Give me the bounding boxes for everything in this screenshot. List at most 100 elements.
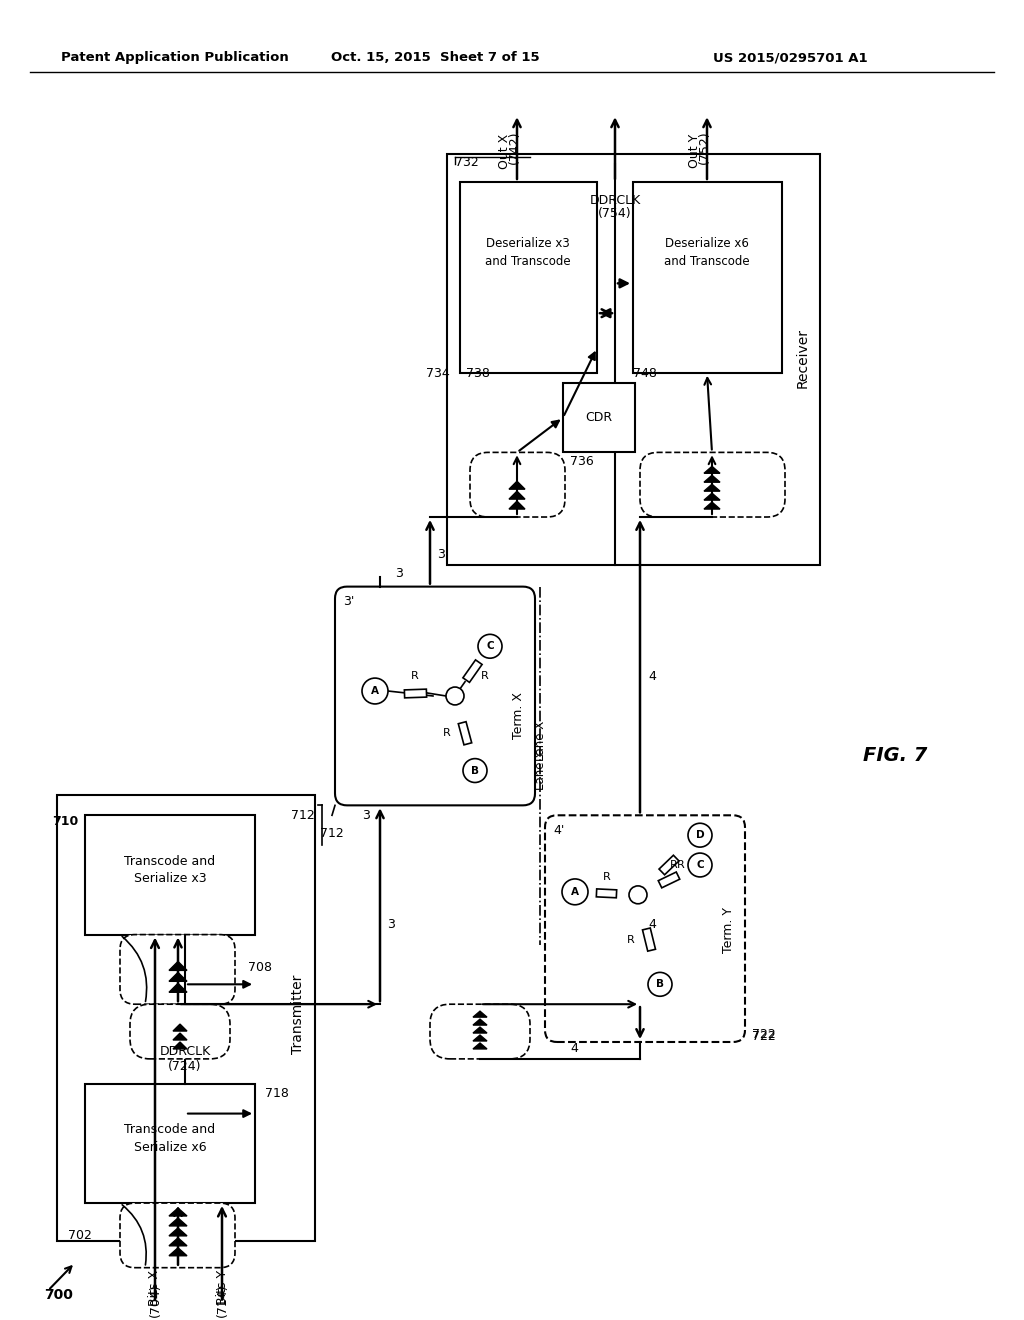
Text: B: B: [656, 979, 664, 989]
Text: Serialize x6: Serialize x6: [134, 1140, 206, 1154]
FancyBboxPatch shape: [130, 1005, 230, 1059]
Polygon shape: [705, 494, 720, 500]
Text: 712: 712: [291, 809, 315, 822]
Bar: [563, 383, 635, 453]
FancyBboxPatch shape: [335, 586, 535, 805]
Polygon shape: [473, 1035, 487, 1041]
Circle shape: [446, 686, 464, 705]
Bar: [85, 816, 255, 935]
Text: Deserialize x6: Deserialize x6: [665, 238, 749, 249]
Text: (754): (754): [598, 207, 632, 220]
Bar: [447, 154, 820, 565]
Polygon shape: [169, 1247, 187, 1255]
Text: Lane Y: Lane Y: [534, 751, 547, 791]
Bar: [85, 1084, 255, 1203]
Text: A: A: [371, 686, 379, 696]
Polygon shape: [473, 1019, 487, 1026]
Bar: [633, 182, 782, 372]
Text: C: C: [486, 642, 494, 651]
Polygon shape: [169, 1228, 187, 1236]
Polygon shape: [659, 855, 679, 875]
Bar: [57, 796, 315, 1241]
Polygon shape: [169, 973, 187, 981]
Text: 722: 722: [752, 1030, 776, 1043]
Text: Receiver: Receiver: [796, 327, 810, 388]
Text: 4': 4': [553, 824, 564, 837]
Text: CDR: CDR: [586, 411, 612, 424]
Text: Transcode and: Transcode and: [125, 1123, 216, 1137]
Text: Term. Y: Term. Y: [722, 907, 735, 953]
Polygon shape: [169, 1238, 187, 1246]
FancyBboxPatch shape: [120, 935, 234, 1005]
Polygon shape: [509, 502, 525, 510]
Text: Deserialize x3: Deserialize x3: [486, 238, 570, 249]
Circle shape: [463, 759, 487, 783]
Text: R: R: [480, 671, 488, 681]
FancyBboxPatch shape: [430, 1005, 530, 1059]
Text: and Transcode: and Transcode: [485, 255, 570, 268]
Circle shape: [688, 853, 712, 876]
Text: 738: 738: [466, 367, 489, 380]
Text: Transmitter: Transmitter: [291, 974, 305, 1053]
Bar: [460, 182, 597, 372]
Polygon shape: [509, 491, 525, 499]
Polygon shape: [169, 1218, 187, 1226]
Text: C: C: [696, 861, 703, 870]
Text: (714): (714): [215, 1284, 228, 1317]
Text: Out Y: Out Y: [687, 135, 700, 168]
Circle shape: [362, 678, 388, 704]
Text: 4: 4: [648, 919, 656, 931]
Text: Term. X: Term. X: [512, 693, 525, 739]
Text: 4: 4: [570, 1043, 578, 1056]
Text: Oct. 15, 2015  Sheet 7 of 15: Oct. 15, 2015 Sheet 7 of 15: [331, 51, 540, 65]
Circle shape: [688, 824, 712, 847]
Text: 722: 722: [752, 1027, 776, 1040]
Polygon shape: [705, 466, 720, 474]
Text: Bits X: Bits X: [148, 1270, 162, 1305]
Text: R: R: [443, 729, 451, 738]
Text: 712: 712: [319, 826, 344, 840]
Text: (724): (724): [168, 1060, 202, 1073]
Text: R: R: [627, 935, 635, 945]
Text: and Transcode: and Transcode: [665, 255, 750, 268]
Text: (752): (752): [697, 131, 711, 164]
Circle shape: [478, 635, 502, 659]
Text: 708: 708: [248, 961, 272, 974]
Text: D: D: [695, 830, 705, 841]
Polygon shape: [173, 1041, 187, 1049]
Text: DDRCLK: DDRCLK: [590, 194, 641, 207]
FancyBboxPatch shape: [470, 453, 565, 517]
Text: R: R: [677, 861, 685, 870]
Text: 3: 3: [362, 809, 370, 822]
Polygon shape: [169, 1208, 187, 1216]
Text: R: R: [411, 671, 419, 681]
Polygon shape: [473, 1011, 487, 1018]
Text: 3: 3: [387, 919, 395, 931]
Polygon shape: [169, 983, 187, 993]
Polygon shape: [705, 502, 720, 510]
Polygon shape: [169, 961, 187, 970]
Polygon shape: [596, 888, 616, 898]
Text: FIG. 7: FIG. 7: [863, 746, 927, 766]
Text: Patent Application Publication: Patent Application Publication: [61, 51, 289, 65]
Text: 736: 736: [570, 455, 594, 467]
Circle shape: [648, 973, 672, 997]
FancyBboxPatch shape: [120, 1203, 234, 1267]
Polygon shape: [705, 484, 720, 491]
Polygon shape: [473, 1043, 487, 1049]
Polygon shape: [404, 689, 427, 698]
Polygon shape: [173, 1024, 187, 1031]
FancyBboxPatch shape: [545, 816, 745, 1041]
Polygon shape: [509, 482, 525, 490]
Polygon shape: [459, 722, 472, 744]
Polygon shape: [642, 928, 655, 952]
Text: DDRCLK: DDRCLK: [160, 1045, 211, 1059]
Text: 732: 732: [455, 156, 479, 169]
Text: B: B: [471, 766, 479, 776]
Text: 710: 710: [52, 814, 78, 828]
Text: 734: 734: [426, 367, 450, 380]
Text: Transcode and: Transcode and: [125, 854, 216, 867]
Text: 3': 3': [343, 595, 354, 609]
Text: 700: 700: [44, 1287, 73, 1302]
Text: 3: 3: [395, 568, 402, 581]
